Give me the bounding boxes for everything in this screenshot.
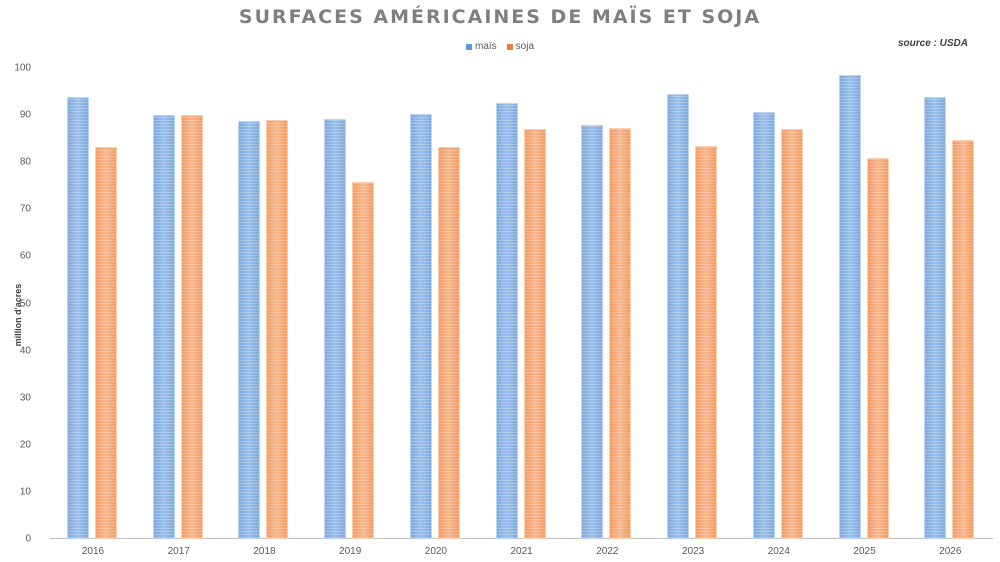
bar-mais-2022 — [581, 125, 604, 539]
bar-mais-2017 — [152, 115, 175, 539]
legend-item-mais: maïs — [465, 41, 497, 52]
x-tick-label: 2021 — [510, 546, 533, 557]
bar-mais-2026 — [924, 97, 947, 539]
y-tick-label: 70 — [19, 203, 31, 215]
bar-soja-2023 — [695, 146, 718, 539]
x-tick-label: 2018 — [253, 546, 276, 557]
legend: maïs soja — [0, 41, 1000, 52]
bar-mais-2018 — [238, 121, 261, 539]
y-tick-label: 30 — [19, 392, 31, 404]
y-axis-label: million d'acres — [13, 283, 23, 347]
y-tick-label: 0 — [25, 533, 31, 545]
y-tick-label: 20 — [19, 439, 31, 451]
y-tick-label: 90 — [19, 109, 31, 121]
x-tick-label: 2023 — [681, 546, 705, 557]
bar-soja-2019 — [352, 181, 375, 539]
bar-soja-2020 — [437, 147, 460, 539]
source-note: source : USDA — [897, 38, 968, 49]
y-tick-label: 10 — [19, 486, 31, 498]
bar-soja-2022 — [609, 128, 632, 539]
legend-label-mais: maïs — [474, 41, 497, 52]
bar-soja-2026 — [952, 140, 975, 539]
x-tick-label: 2025 — [853, 546, 876, 557]
x-axis-line — [50, 538, 993, 539]
bar-soja-2016 — [95, 147, 117, 539]
x-tick-label: 2022 — [596, 546, 619, 557]
y-tick-label: 100 — [14, 62, 31, 74]
bar-mais-2016 — [67, 97, 89, 539]
x-tick-label: 2026 — [939, 546, 962, 557]
legend-swatch-mais — [465, 43, 472, 50]
y-tick-label: 50 — [19, 298, 31, 309]
bar-mais-2020 — [409, 113, 432, 539]
x-tick-label: 2016 — [81, 546, 105, 557]
legend-swatch-soja — [506, 43, 513, 50]
legend-label-soja: soja — [515, 41, 535, 52]
bar-mais-2023 — [667, 94, 690, 539]
x-tick-label: 2019 — [339, 546, 362, 557]
legend-item-soja: soja — [506, 41, 535, 52]
y-tick-label: 40 — [19, 345, 31, 357]
y-tick-label: 60 — [19, 250, 31, 262]
bar-mais-2021 — [495, 102, 518, 539]
chart-title: SURFACES AMÉRICAINES DE MAÏS ET SOJA — [238, 6, 762, 28]
x-tick-label: 2020 — [424, 546, 448, 557]
bar-soja-2025 — [866, 157, 889, 539]
bar-mais-2024 — [752, 111, 775, 539]
bar-mais-2025 — [838, 75, 861, 539]
bar-mais-2019 — [324, 118, 347, 539]
plot-area: 0 10 20 30 40 50 60 70 80 90 100 2016 2017 2018 2019 20… — [14, 63, 993, 557]
x-tick-label: 2017 — [167, 546, 190, 557]
bar-soja-2024 — [780, 128, 803, 539]
x-tick-label: 2024 — [767, 546, 790, 557]
bar-soja-2017 — [180, 115, 203, 539]
bar-soja-2021 — [523, 128, 546, 539]
bar-soja-2018 — [266, 119, 289, 539]
y-tick-label: 80 — [19, 156, 31, 168]
